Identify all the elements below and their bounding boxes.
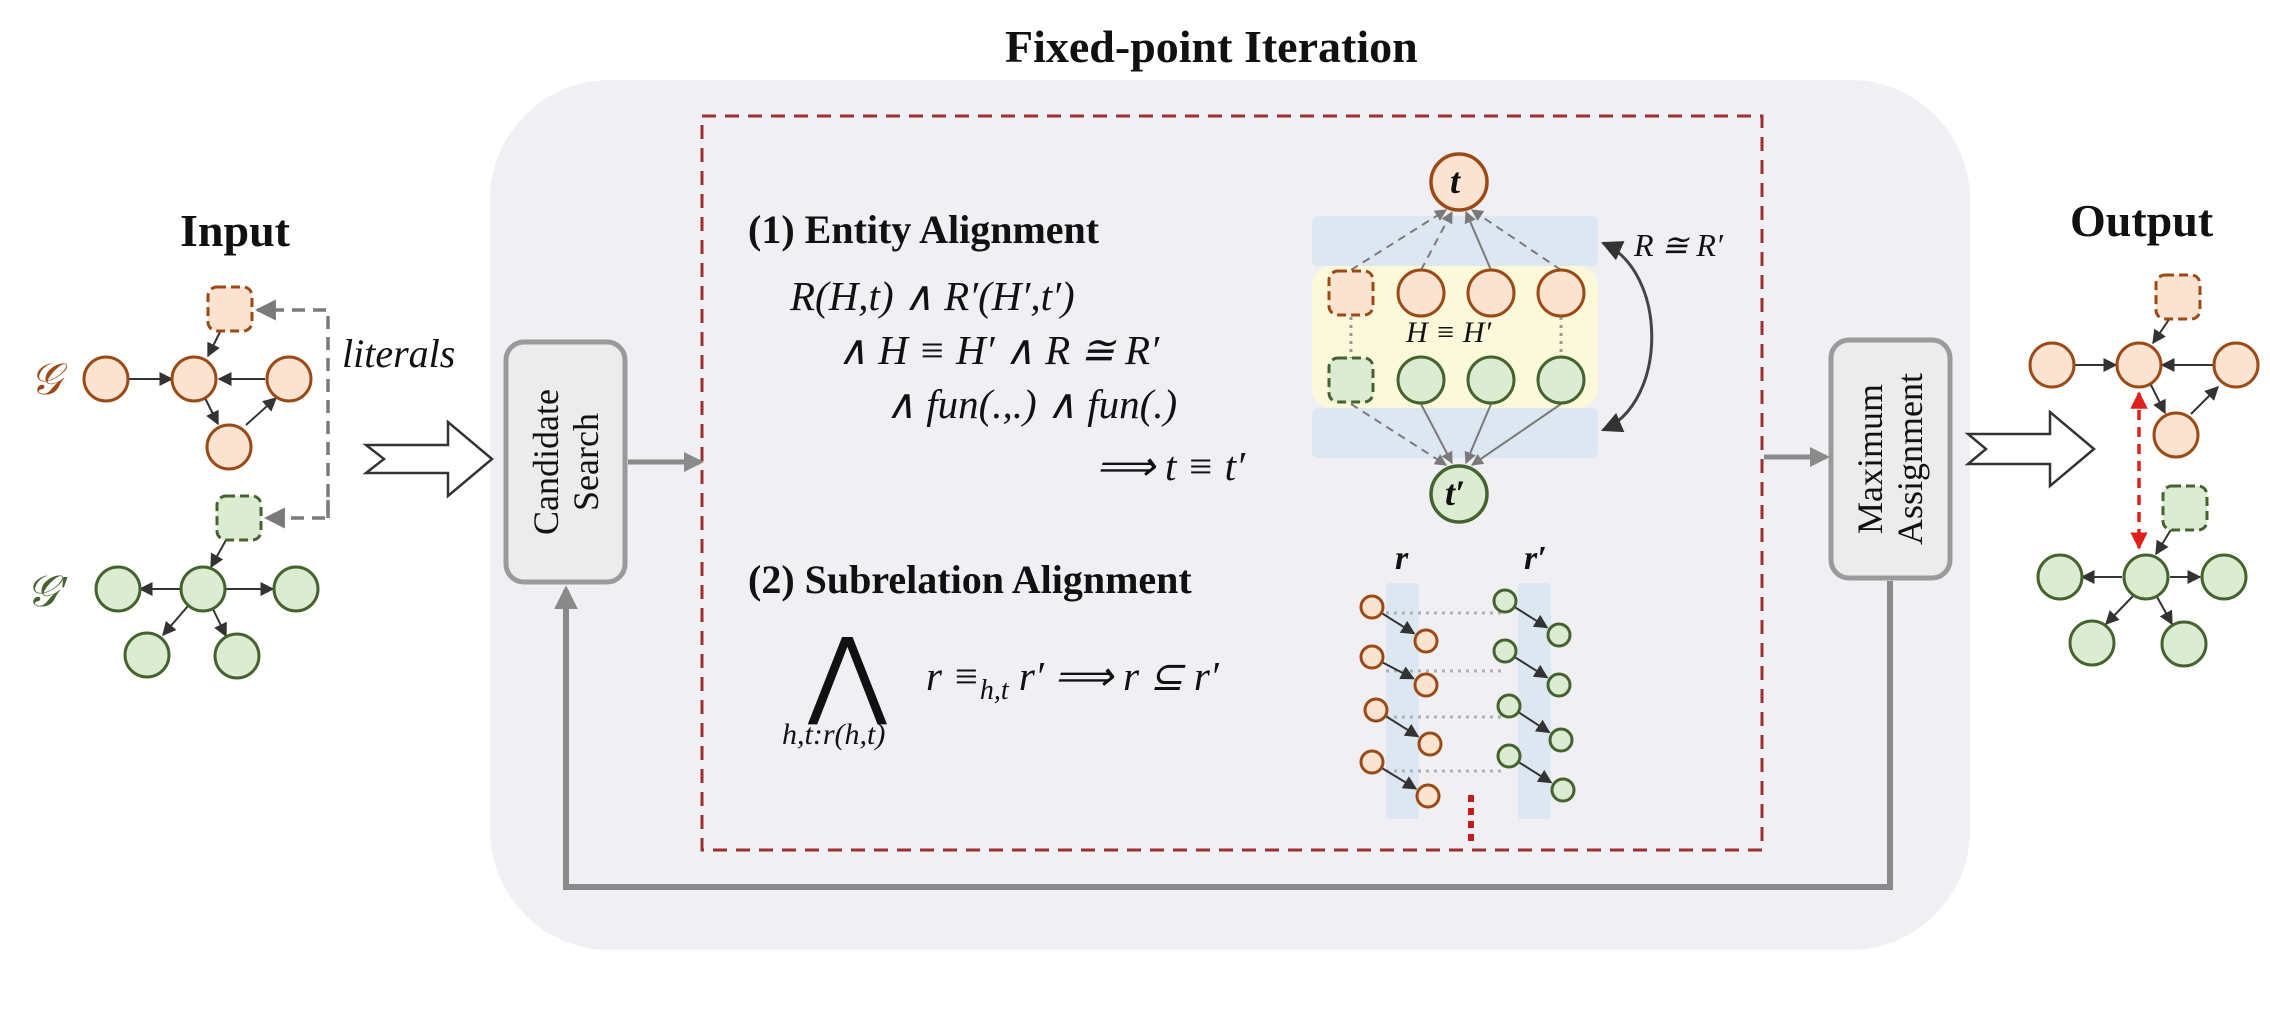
output-g-prime-node [2200,553,2248,601]
entity-alignment-graphic [1312,152,1654,524]
output-graphs [2028,273,2260,668]
literals-label: literals [342,331,456,376]
entity-t-label: t [1450,161,1461,201]
subrelation-alignment-graphic [1359,583,1576,845]
subrelation-r-prime-node [1492,588,1518,614]
graph-g-node [170,355,218,403]
candidate-search-box [503,339,628,585]
entity-h-literal-node [1327,269,1375,317]
subrelation-r-prime-node [1546,672,1572,698]
candidate-search-line2: Search [566,413,606,511]
entity-rule-line2: ∧ H ≡ H′ ∧ R ≅ R′ [838,327,1160,373]
graph-g-prime-label: 𝒢′ [26,567,67,616]
subrelation-r-node [1363,697,1389,723]
candidate-search-label: Candidate Search [526,342,606,582]
subrelation-r-node [1417,731,1443,757]
graph-g-prime-node [123,631,171,679]
graph-g-node [265,355,313,403]
h-equiv-label: H ≡ H′ [1406,316,1492,349]
graph-g-node [205,423,253,471]
output-hollow-arrow [1964,409,2096,489]
entity-alignment-heading: (1) Entity Alignment [748,207,1100,252]
big-and-subscript: h,t:r(h,t) [782,718,886,751]
entity-rule-line4: ⟹ t ≡ t′ [1096,443,1245,489]
entity-h-prime-node [1466,355,1516,405]
subrelation-r-node [1359,644,1385,670]
subrelation-rule-start: r ≡ [926,653,980,699]
subrelation-r-prime-node [1546,622,1572,648]
subrelation-rule-sub: h,t [979,675,1009,707]
subrelation-r-prime-edge [1514,656,1549,679]
entity-h-prime-literal-node [1327,356,1375,404]
subrelation-r-prime-node [1496,693,1522,719]
fixed-point-panel [490,80,1970,950]
column-r-label: r [1395,540,1409,577]
output-g-node [2115,341,2163,389]
maximum-assignment-label: Maximum Assignment [1850,339,1930,579]
input-hollow-arrow [362,419,494,499]
graph-g-prime-literal-node [215,494,263,542]
entity-h-prime-node [1396,355,1446,405]
output-g-prime-node [2160,620,2208,668]
input-graphs [82,285,330,680]
subrelation-r-prime-node [1550,777,1576,803]
entity-t-prime-label: t′ [1445,473,1466,513]
subrelation-r-node [1413,672,1439,698]
feedback-loop-arrow [554,581,1893,890]
maximum-assignment-box [1828,337,1953,581]
subrelation-r-edge [1382,661,1415,680]
input-title: Input [180,205,290,256]
output-g-prime-node [2068,619,2116,667]
entity-t-node [1429,152,1489,212]
subrelation-r-edge [1381,767,1418,790]
entity-h-prime-node [1536,355,1586,405]
subrelation-r-prime-edge [1518,761,1553,784]
alignment-dashed-box [700,114,1764,852]
subrelation-r-prime-node [1496,743,1522,769]
subrelation-r-prime-node [1548,727,1574,753]
output-g-prime-node [2122,553,2170,601]
big-and-symbol: ⋀ [808,620,887,727]
output-g-prime-node [2036,553,2084,601]
entity-t-prime-node [1429,464,1489,524]
entity-h-node [1536,268,1586,318]
subrelation-r-node [1359,749,1385,775]
entity-h-node [1466,268,1516,318]
graph-g-prime-node [94,565,142,613]
maximum-assignment-line1: Maximum [1850,384,1890,534]
subrelation-r-edge [1385,715,1420,738]
subrelation-r-edge [1381,612,1416,635]
maximum-assignment-line2: Assignment [1890,373,1930,546]
subrelation-r-node [1359,594,1385,620]
output-g-node [2212,341,2260,389]
subrelation-r-node [1415,783,1441,809]
r-cong-label: R ≅ R′ [1634,227,1723,263]
output-title: Output [2070,195,2214,246]
output-g-prime-literal-node [2161,484,2209,532]
subrelation-r-node [1413,628,1439,654]
candidate-search-line1: Candidate [526,389,566,535]
output-g-literal-node [2154,273,2202,321]
subrelation-alignment-heading: (2) Subrelation Alignment [748,557,1192,602]
entity-rule-line1: R(H,t) ∧ R′(H′,t′) [790,273,1075,319]
graph-g-prime-node [272,565,320,613]
subrelation-rule-rest: r′ ⟹ r ⊆ r′ [1018,653,1219,699]
subrelation-r-prime-edge [1518,711,1551,734]
subrelation-r-prime-edge [1514,606,1549,629]
graph-g-prime-node [213,632,261,680]
subrelation-r-prime-node [1492,638,1518,664]
graph-g-node [82,355,130,403]
column-r-prime-label: r′ [1524,540,1547,577]
output-g-node [2028,341,2076,389]
page-title: Fixed-point Iteration [1005,21,1418,72]
graph-g-literal-node [206,285,254,333]
graph-g-prime-node [179,565,227,613]
output-g-node [2152,411,2200,459]
graph-g-label: 𝒢 [30,355,62,404]
subrelation-rule: r ≡h,t r′ ⟹ r ⊆ r′ [926,652,1219,707]
entity-rule-line3: ∧ fun(.,.) ∧ fun(.) [886,381,1178,427]
entity-h-node [1396,268,1446,318]
